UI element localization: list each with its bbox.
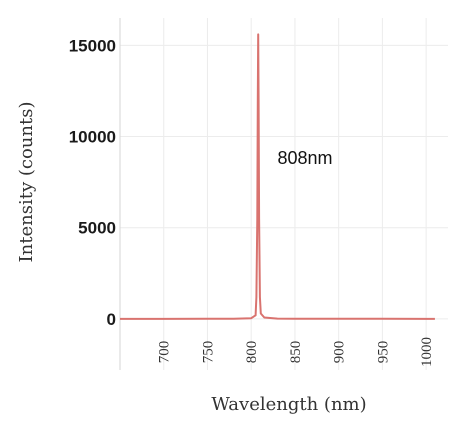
x-tick-label: 750 <box>200 341 216 364</box>
x-axis-label: Wavelength (nm) <box>211 394 366 415</box>
x-tick-label: 950 <box>375 341 391 364</box>
y-tick-label: 5000 <box>78 219 116 238</box>
series-layer <box>120 33 435 320</box>
y-tick-label: 0 <box>107 310 116 329</box>
tick-labels: 0 5000 10000 15000 700 750 800 850 900 950 1000 <box>69 36 435 367</box>
peak-annotation: 808nm <box>277 148 332 168</box>
y-tick-label: 10000 <box>69 128 116 147</box>
y-axis-label: Intensity (counts) <box>16 102 37 263</box>
x-tick-label: 700 <box>157 341 173 364</box>
grid-lines <box>120 18 448 370</box>
x-tick-label: 850 <box>288 341 304 364</box>
x-tick-label: 800 <box>244 341 260 364</box>
x-tick-label: 1000 <box>419 337 435 367</box>
series-line-0 <box>120 33 435 320</box>
y-tick-label: 15000 <box>69 36 116 55</box>
x-tick-label: 900 <box>332 341 348 364</box>
